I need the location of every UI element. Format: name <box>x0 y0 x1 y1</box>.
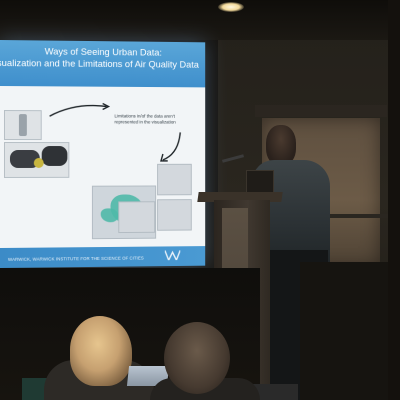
curved-arrow-icon <box>157 128 186 167</box>
slide-annotation: Limitations in/of the data aren't repres… <box>114 113 176 125</box>
slide-title-line2: Visualization and the Limitations of Air… <box>0 58 205 72</box>
small-map-2 <box>118 201 155 233</box>
sensor-tag-icon <box>34 158 44 168</box>
sensor-pipe-icon <box>42 146 68 166</box>
right-pillar <box>388 0 400 400</box>
sensor-photo-top <box>4 110 42 140</box>
door-frame <box>255 105 387 117</box>
small-map-1 <box>157 164 192 196</box>
warwick-logo-icon <box>165 250 180 260</box>
map-highlight-region <box>101 208 119 222</box>
projection-screen: Ways of Seeing Urban Data: Visualization… <box>0 40 205 268</box>
side-table <box>300 262 388 400</box>
ceiling-light-icon <box>218 2 244 12</box>
slide-title-line1: Ways of Seeing Urban Data: <box>45 46 162 58</box>
ceiling <box>0 0 400 40</box>
arrow-icon <box>46 100 115 120</box>
audience-member-icon <box>164 322 230 394</box>
audience-member-icon <box>70 316 132 386</box>
slide-title: Ways of Seeing Urban Data: Visualization… <box>0 46 205 72</box>
small-map-3 <box>157 199 192 231</box>
sensor-device-icon <box>19 114 27 136</box>
speaker-head <box>266 125 296 165</box>
